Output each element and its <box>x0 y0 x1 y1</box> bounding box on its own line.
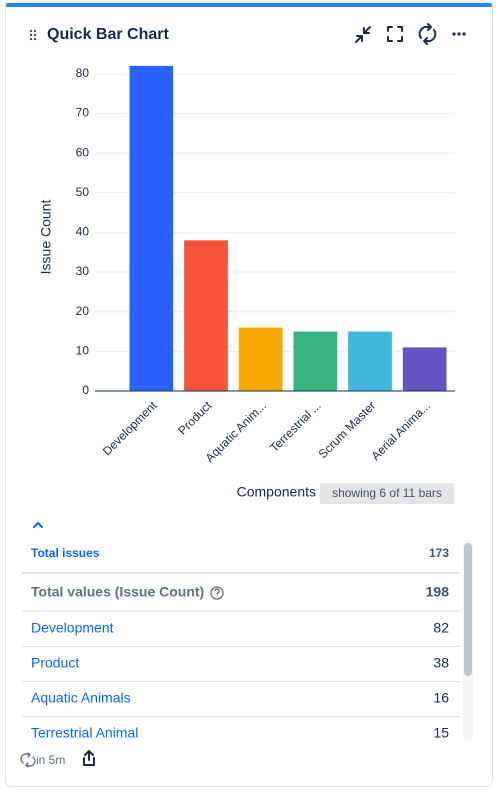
y-tick-label: 80 <box>76 66 90 80</box>
y-tick-label: 10 <box>76 344 90 358</box>
help-icon[interactable] <box>210 586 224 600</box>
y-tick-label: 60 <box>76 145 90 159</box>
x-axis-label: Components <box>237 484 316 500</box>
bar-count-badge: showing 6 of 11 bars <box>332 486 442 500</box>
bar <box>402 347 447 391</box>
row-label[interactable]: Aquatic Animals <box>31 690 131 706</box>
collapse-icon[interactable] <box>33 522 43 528</box>
total-values-value: 198 <box>426 584 450 600</box>
total-values-label: Total values (Issue Count) <box>31 584 204 600</box>
y-tick-label: 0 <box>82 383 89 397</box>
top-accent-bar <box>6 3 492 7</box>
summary-table: Total issues 173 Total values (Issue Count… <box>22 546 460 741</box>
row-value: 16 <box>433 690 449 706</box>
y-tick-label: 70 <box>76 106 90 120</box>
y-tick-label: 20 <box>76 304 90 318</box>
refresh-icon[interactable] <box>418 23 437 45</box>
row-value: 38 <box>433 655 449 671</box>
badge <box>320 483 454 504</box>
y-axis-label: Issue Count <box>38 200 54 275</box>
scrollbar-thumb[interactable] <box>464 543 472 676</box>
drag-handle[interactable] <box>29 29 37 41</box>
bar <box>293 331 338 391</box>
help-mark <box>214 588 220 597</box>
row-value: 15 <box>433 725 449 741</box>
bar <box>129 65 174 392</box>
refresh-interval: in 5m <box>36 753 65 767</box>
help-circle <box>210 586 224 600</box>
total-issues-label: Total issues <box>31 546 100 560</box>
total-issues-value: 173 <box>429 546 449 560</box>
minimize-icon[interactable] <box>355 26 371 43</box>
row-label[interactable]: Product <box>31 655 79 671</box>
bar <box>348 331 392 391</box>
bar <box>238 327 283 391</box>
row-label[interactable]: Terrestrial Animal <box>31 725 138 741</box>
y-tick-label: 30 <box>76 264 90 278</box>
auto-refresh-icon <box>20 752 36 768</box>
more-icon[interactable] <box>452 32 466 36</box>
y-tick-label: 40 <box>76 225 90 239</box>
bar <box>184 240 228 391</box>
gadget-title: Quick Bar Chart <box>47 26 169 43</box>
row-value: 82 <box>433 620 449 636</box>
row-label[interactable]: Development <box>31 620 114 636</box>
share-icon[interactable] <box>83 750 95 766</box>
fullscreen-icon[interactable] <box>387 26 403 42</box>
y-tick-label: 50 <box>76 185 90 199</box>
